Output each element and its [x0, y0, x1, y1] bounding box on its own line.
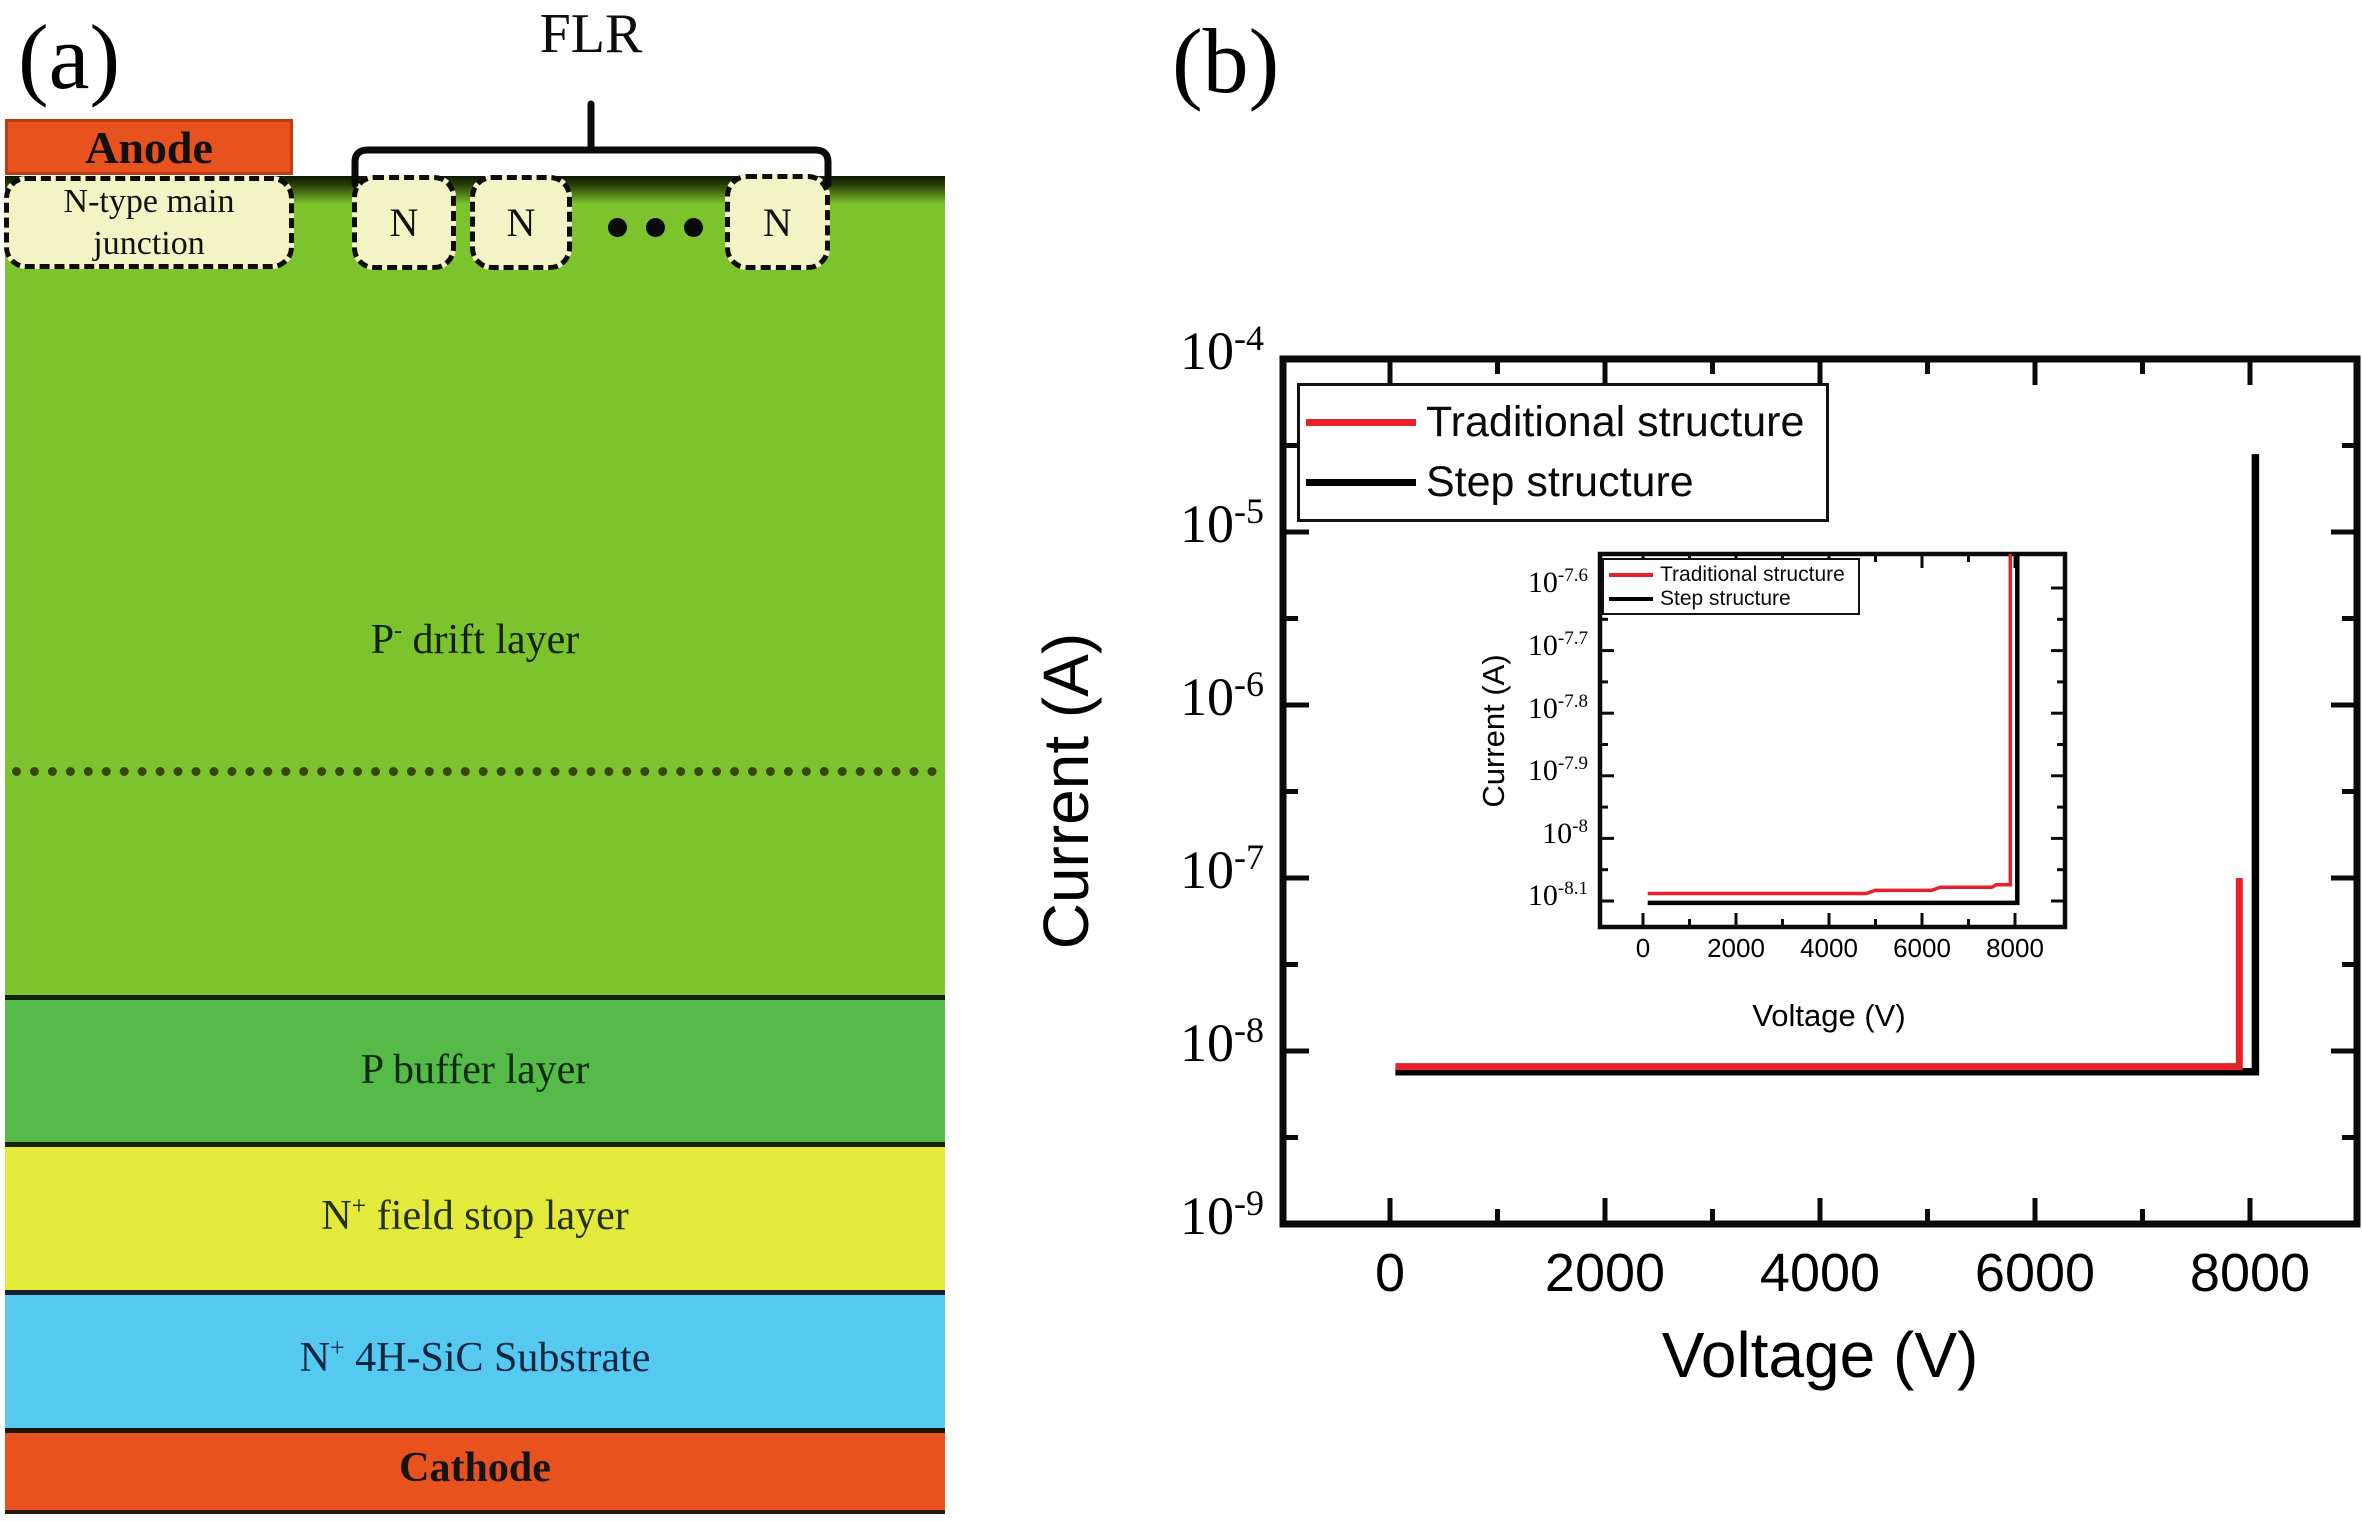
legend-line-step	[1306, 479, 1416, 487]
main-curve-step	[1395, 454, 2260, 1076]
inset-y-tick-label: 10-7.6	[1527, 565, 1588, 600]
flr-ring-box: N	[352, 175, 456, 270]
main-x-tick-label: 0	[1374, 1243, 1406, 1303]
inset-legend-row-traditional: Traditional structure	[1604, 563, 1858, 587]
panel-b-label: (b)	[1172, 10, 1280, 112]
inset-x-axis-title: Voltage (V)	[1752, 998, 1906, 1033]
main-y-tick-label: 10-6	[1180, 664, 1264, 728]
flr-ring-box: N	[725, 174, 830, 270]
inset-legend: Traditional structure Step structure	[1602, 558, 1860, 615]
substrate-layer-region	[5, 1290, 945, 1428]
main-y-tick-label: 10-4	[1180, 318, 1264, 382]
substrate-layer-label: N+ 4H-SiC Substrate	[299, 1333, 651, 1382]
drift-dotted-boundary	[12, 767, 937, 776]
inset-y-tick-label: 10-8	[1542, 815, 1588, 850]
main-legend: Traditional structure Step structure	[1297, 383, 1829, 522]
main-x-tick-label: 2000	[1544, 1243, 1666, 1303]
main-y-tick-label: 10-8	[1180, 1010, 1264, 1074]
anode-region: Anode	[5, 119, 293, 175]
anode-label: Anode	[85, 121, 213, 173]
main-y-tick-label: 10-5	[1180, 491, 1264, 555]
main-y-axis-title: Current (A)	[1030, 632, 1102, 950]
inset-y-tick-label: 10-7.8	[1527, 690, 1588, 725]
main-junction-label: N-type main junction	[63, 182, 235, 262]
inset-y-tick-label: 10-7.7	[1527, 628, 1588, 662]
main-curve-traditional	[1395, 878, 2243, 1071]
ellipsis-dot	[646, 218, 665, 237]
field-stop-layer-label: N+ field stop layer	[321, 1191, 629, 1240]
panel-a-label: (a)	[18, 6, 121, 108]
inset-legend-line-traditional	[1609, 573, 1653, 577]
flr-label: FLR	[539, 3, 643, 65]
main-y-tick-label: 10-9	[1180, 1183, 1264, 1247]
inset-y-axis-title: Current (A)	[1476, 654, 1511, 808]
ellipsis-dot	[608, 218, 627, 237]
cathode-region	[5, 1428, 945, 1514]
main-x-tick-label: 6000	[1974, 1243, 2096, 1303]
field-stop-layer-region	[5, 1142, 945, 1290]
drift-layer-region	[5, 177, 945, 995]
main-x-tick-label: 8000	[2189, 1243, 2311, 1303]
inset-curve-traditional	[1647, 554, 2013, 896]
inset-x-tick-label: 8000	[1986, 933, 2044, 963]
inset-x-tick-label: 0	[1635, 933, 1651, 963]
main-x-axis-title: Voltage (V)	[1661, 1319, 1979, 1391]
inset-curve-step	[1647, 554, 2020, 906]
inset-y-tick-label: 10-8.1	[1527, 878, 1588, 913]
inset-legend-line-step	[1609, 597, 1653, 601]
buffer-layer-label: P buffer layer	[360, 1047, 590, 1093]
drift-layer-label: P- drift layer	[370, 617, 580, 663]
inset-y-tick-label: 10-7.9	[1527, 753, 1588, 788]
inset-legend-row-step: Step structure	[1604, 587, 1858, 611]
flr-ring-box: N	[470, 175, 572, 270]
buffer-layer-region	[5, 995, 945, 1142]
inset-x-tick-label: 6000	[1893, 933, 1951, 963]
inset-x-tick-label: 2000	[1707, 933, 1765, 963]
inset-x-tick-label: 4000	[1800, 933, 1858, 963]
cathode-label: Cathode	[399, 1445, 551, 1491]
main-y-tick-label: 10-7	[1180, 837, 1264, 901]
ellipsis-dot	[684, 218, 703, 237]
legend-row-traditional: Traditional structure	[1300, 398, 1826, 447]
main-x-tick-label: 4000	[1759, 1243, 1881, 1303]
main-junction-box: N-type main junction	[4, 176, 294, 269]
legend-line-traditional	[1306, 418, 1416, 426]
legend-row-step: Step structure	[1300, 458, 1826, 507]
